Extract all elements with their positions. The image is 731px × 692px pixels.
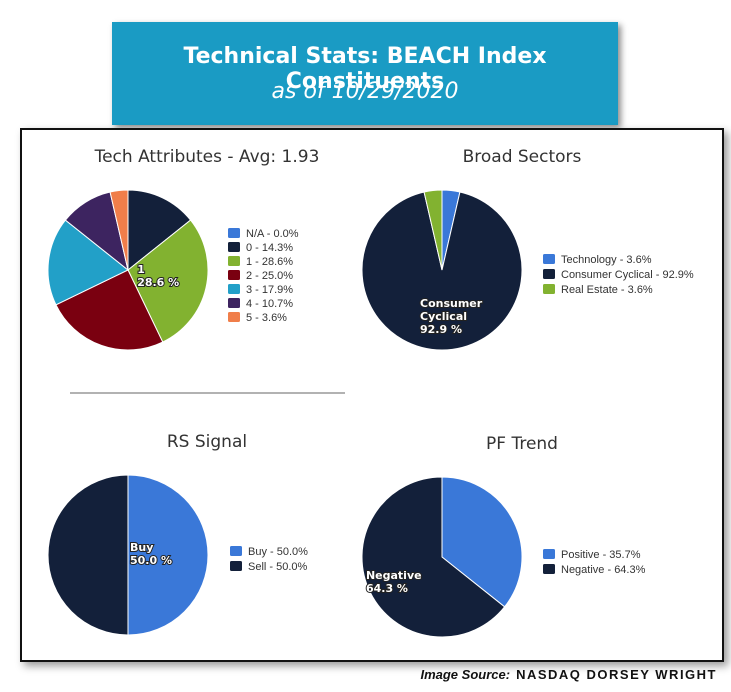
legend-label: 2 - 25.0% (246, 270, 293, 282)
legend-swatch (230, 546, 242, 556)
legend-swatch (228, 270, 240, 280)
data-label: Consumer Cyclical 92.9 % (420, 297, 483, 336)
chart-title: RS Signal (167, 432, 247, 452)
pie-slice (127, 189, 192, 272)
legend-swatch (228, 242, 240, 252)
legend-swatch (543, 564, 555, 574)
legend-label: Positive - 35.7% (561, 549, 641, 561)
banner-subtitle: as of 10/29/2020 (271, 79, 459, 104)
pie-slice (361, 476, 506, 638)
pie-slice (127, 474, 209, 636)
data-label: Buy 50.0 % (130, 541, 172, 567)
legend-swatch (543, 284, 555, 294)
legend-label: 5 - 3.6% (246, 312, 287, 324)
chart-title: PF Trend (486, 434, 558, 454)
legend-swatch (228, 228, 240, 238)
source-prefix: Image Source: (420, 667, 511, 682)
pie-slice (55, 269, 164, 351)
source-name: NASDAQ DORSEY WRIGHT (516, 667, 717, 682)
legend-label: Buy - 50.0% (248, 546, 308, 558)
chart-title: Tech Attributes - Avg: 1.93 (94, 147, 320, 167)
banner: Technical Stats: BEACH Index Constituent… (112, 22, 618, 125)
banner-title: Technical Stats: BEACH Index Constituent… (183, 44, 547, 94)
legend-swatch (228, 312, 240, 322)
legend-label: 0 - 14.3% (246, 242, 293, 254)
legend-swatch (543, 254, 555, 264)
data-label: Negative 64.3 % (366, 569, 422, 595)
legend-swatch (228, 298, 240, 308)
data-label-word: Cyclical (420, 310, 467, 323)
pie-slice (109, 189, 129, 271)
footer: Image Source: NASDAQ DORSEY WRIGHT (420, 667, 717, 682)
legend-label: 1 - 28.6% (246, 256, 293, 268)
data-label-name: 1 (137, 263, 145, 276)
pie-slice (423, 189, 443, 271)
data-label-word: Consumer (420, 297, 483, 310)
legend-swatch (230, 561, 242, 571)
pie-slice (127, 219, 209, 343)
data-label-name: Consumer Cyclical (420, 297, 483, 323)
legend-label: N/A - 0.0% (246, 228, 299, 240)
pie-slice (47, 219, 129, 306)
data-label-name: Buy (130, 541, 153, 554)
legend-swatch (228, 284, 240, 294)
legend-label: 4 - 10.7% (246, 298, 293, 310)
data-label: 1 28.6 % (137, 263, 179, 289)
data-label-name: Negative (366, 569, 422, 582)
legend-label: Real Estate - 3.6% (561, 284, 653, 296)
legend-label: Technology - 3.6% (561, 254, 652, 266)
legend-label: Consumer Cyclical - 92.9% (561, 269, 694, 281)
data-label-value: 64.3 % (366, 582, 408, 595)
data-label-value: 92.9 % (420, 323, 462, 336)
pie-slice (441, 476, 523, 608)
legend-label: Sell - 50.0% (248, 561, 308, 573)
data-label-value: 50.0 % (130, 554, 172, 567)
data-label-value: 28.6 % (137, 276, 179, 289)
chart-title: Broad Sectors (463, 147, 582, 167)
legend-label: 3 - 17.9% (246, 284, 293, 296)
legend-swatch (228, 256, 240, 266)
pie-slice (361, 191, 523, 351)
legend-label: Negative - 64.3% (561, 564, 646, 576)
legend-swatch (543, 549, 555, 559)
legend-swatch (543, 269, 555, 279)
pie-slice (47, 474, 129, 636)
